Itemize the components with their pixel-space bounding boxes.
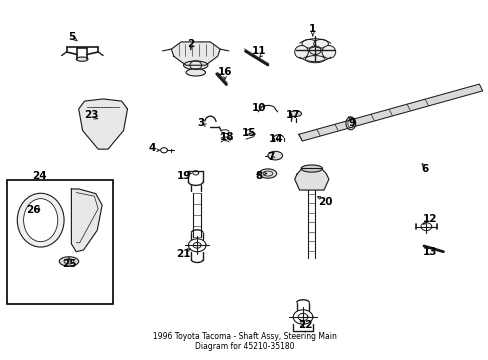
Ellipse shape [23, 199, 58, 242]
Text: 3: 3 [197, 118, 204, 128]
Ellipse shape [302, 40, 316, 48]
Text: 1: 1 [308, 24, 316, 35]
Ellipse shape [289, 111, 301, 117]
Text: 24: 24 [32, 171, 47, 181]
Text: 25: 25 [61, 259, 76, 269]
Ellipse shape [259, 169, 276, 178]
Text: 7: 7 [267, 152, 274, 162]
Text: 19: 19 [176, 171, 190, 181]
Ellipse shape [345, 117, 355, 130]
Ellipse shape [59, 257, 79, 266]
Ellipse shape [17, 193, 64, 247]
Ellipse shape [305, 55, 325, 63]
Text: 11: 11 [251, 46, 266, 56]
Polygon shape [294, 168, 328, 190]
Ellipse shape [322, 45, 335, 58]
Ellipse shape [76, 57, 88, 61]
Ellipse shape [313, 40, 328, 48]
Text: 6: 6 [421, 164, 427, 174]
Ellipse shape [185, 69, 205, 76]
Polygon shape [79, 99, 127, 149]
Text: 1996 Toyota Tacoma - Shaft Assy, Steering Main
Diagram for 45210-35180: 1996 Toyota Tacoma - Shaft Assy, Steerin… [152, 332, 336, 351]
Text: 13: 13 [422, 247, 436, 257]
Text: 4: 4 [148, 143, 155, 153]
Text: 5: 5 [68, 32, 75, 41]
Text: 23: 23 [83, 111, 98, 121]
Text: 9: 9 [347, 118, 355, 128]
Text: 18: 18 [220, 132, 234, 142]
Text: 14: 14 [268, 134, 283, 144]
Text: 12: 12 [422, 215, 436, 224]
Text: 16: 16 [217, 67, 232, 77]
Bar [6, 180, 113, 304]
Polygon shape [71, 189, 102, 252]
Ellipse shape [301, 42, 328, 58]
Text: 21: 21 [176, 248, 190, 258]
Text: 2: 2 [187, 39, 194, 49]
Text: 17: 17 [285, 111, 300, 121]
Ellipse shape [294, 45, 308, 58]
Polygon shape [171, 42, 220, 65]
Text: 22: 22 [298, 320, 312, 330]
Ellipse shape [301, 165, 322, 172]
Text: 20: 20 [317, 197, 331, 207]
Text: 26: 26 [26, 206, 41, 216]
Polygon shape [298, 84, 482, 141]
Text: 8: 8 [255, 171, 262, 181]
Text: 10: 10 [251, 103, 266, 113]
Text: 15: 15 [242, 129, 256, 138]
Ellipse shape [267, 151, 282, 160]
Ellipse shape [183, 61, 207, 69]
